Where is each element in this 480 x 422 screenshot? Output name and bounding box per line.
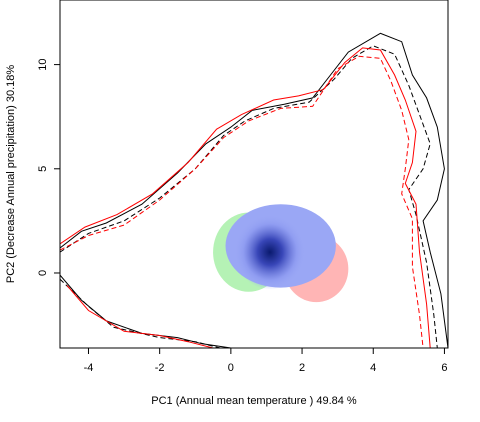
x-tick-label: -4 xyxy=(84,362,94,374)
density-regions xyxy=(213,204,349,303)
y-tick-label: 5 xyxy=(37,166,49,172)
x-tick-label: 6 xyxy=(441,362,447,374)
x-tick-label: 4 xyxy=(370,362,376,374)
y-tick-label: 0 xyxy=(37,270,49,276)
x-tick-label: -2 xyxy=(155,362,165,374)
envelope-line-5 xyxy=(60,274,231,348)
envelope-line-6 xyxy=(60,278,221,348)
y-tick-label: 10 xyxy=(37,58,49,70)
x-tick-label: 2 xyxy=(299,362,305,374)
x-tick-label: 0 xyxy=(228,362,234,374)
envelope-line-2 xyxy=(60,45,438,348)
envelope-line-4 xyxy=(60,55,424,348)
envelope-line-7 xyxy=(66,285,214,348)
plot-frame xyxy=(59,0,449,349)
density-peak xyxy=(234,214,306,290)
envelope-line-1 xyxy=(60,32,448,348)
envelope-lines xyxy=(60,32,448,348)
x-axis-title: PC1 (Annual mean temperature ) 49.84 % xyxy=(151,395,357,407)
y-axis-title: PC2 (Decrease Annual precipitation) 30.1… xyxy=(5,65,17,284)
axes: -4 -2 0 2 4 6 0 5 10 xyxy=(37,58,448,374)
envelope-line-3 xyxy=(60,47,431,348)
